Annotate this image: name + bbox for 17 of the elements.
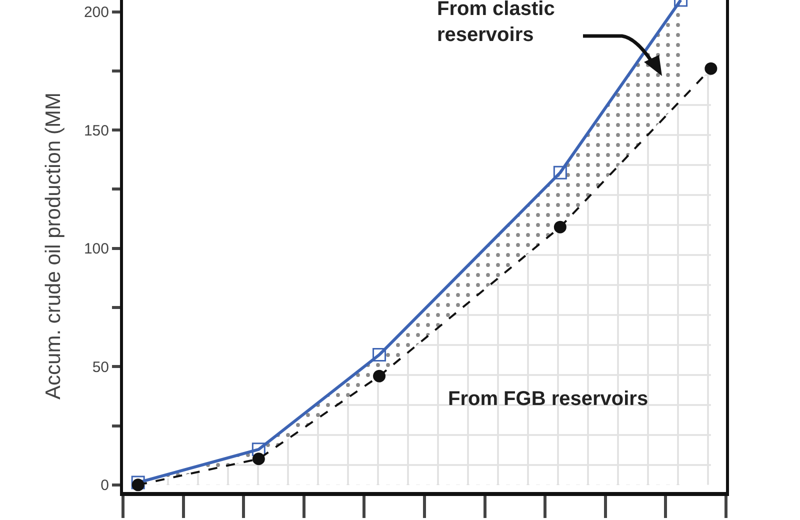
y-axis-title: Accum. crude oil production (MM bbox=[42, 92, 66, 400]
y-tick-label: 100 bbox=[84, 240, 109, 258]
point bbox=[704, 62, 718, 75]
y-tick-label: 0 bbox=[100, 477, 109, 494]
y-tick-label: 200 bbox=[84, 4, 109, 22]
y-tick-label: 50 bbox=[92, 358, 109, 376]
annotation: From clastic reservoirs bbox=[437, 0, 555, 46]
point bbox=[252, 452, 265, 466]
point bbox=[132, 478, 144, 492]
point bbox=[554, 220, 566, 234]
point bbox=[373, 370, 386, 382]
point bbox=[131, 476, 145, 490]
point bbox=[372, 348, 386, 362]
y-tick-label: 150 bbox=[84, 122, 109, 140]
annotation: From FGB reservoirs bbox=[448, 388, 648, 410]
point bbox=[553, 166, 567, 180]
point bbox=[252, 442, 266, 456]
